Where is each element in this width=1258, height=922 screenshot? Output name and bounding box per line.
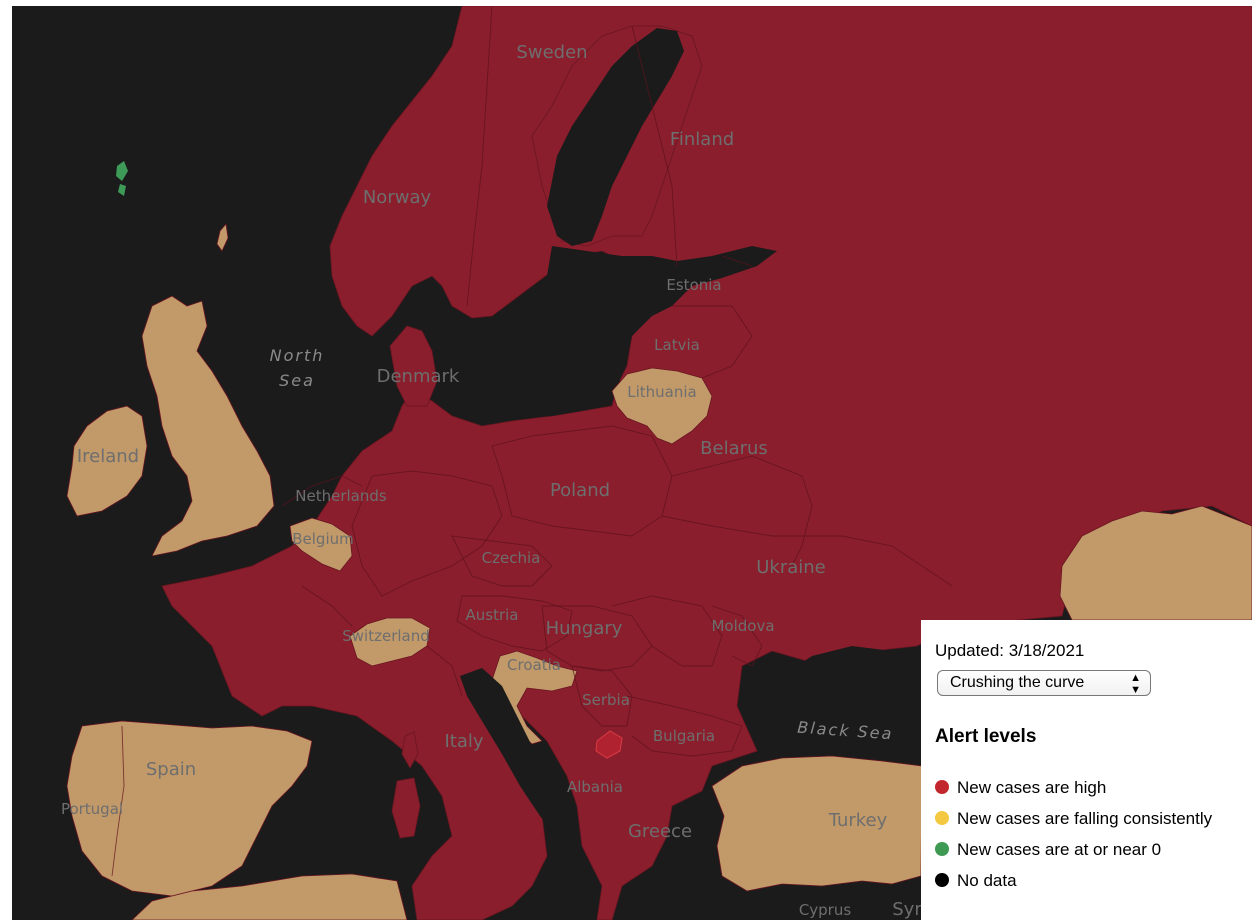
europe-map[interactable]: North Sea Black Sea Sweden Finland Norwa… bbox=[12, 6, 1252, 920]
legend-item-high: New cases are high bbox=[935, 777, 1106, 799]
label-switzerland: Switzerland bbox=[342, 627, 430, 645]
country-borders bbox=[111, 6, 953, 877]
label-estonia: Estonia bbox=[666, 276, 721, 294]
yellow-dot-icon bbox=[935, 811, 949, 825]
legend-title: Alert levels bbox=[935, 726, 1037, 747]
legend-label: New cases are at or near 0 bbox=[957, 840, 1162, 859]
green-dot-icon bbox=[935, 842, 949, 856]
black-dot-icon bbox=[935, 873, 949, 887]
label-moldova: Moldova bbox=[711, 617, 774, 635]
label-latvia: Latvia bbox=[654, 336, 700, 354]
lithuania-region[interactable] bbox=[611, 367, 713, 445]
legend-label: New cases are high bbox=[957, 778, 1107, 797]
shetland-region[interactable] bbox=[216, 223, 229, 252]
label-syria: Syr bbox=[892, 899, 922, 920]
metric-select[interactable]: Crushing the curve ▲ ▼ bbox=[937, 670, 1151, 696]
legend-item-no-data: No data bbox=[935, 870, 1017, 892]
label-netherlands: Netherlands bbox=[295, 487, 387, 505]
gulf-of-bothnia bbox=[547, 28, 684, 246]
label-lithuania: Lithuania bbox=[627, 383, 696, 401]
adriatic-sea bbox=[460, 668, 562, 836]
label-turkey: Turkey bbox=[828, 810, 888, 831]
label-belarus: Belarus bbox=[700, 438, 768, 459]
north-africa-region[interactable] bbox=[131, 873, 408, 920]
red-dot-icon bbox=[935, 780, 949, 794]
north-sea-label-line1: North bbox=[270, 346, 325, 365]
label-serbia: Serbia bbox=[582, 691, 630, 709]
label-croatia: Croatia bbox=[507, 656, 561, 674]
legend-item-near-zero: New cases are at or near 0 bbox=[935, 839, 1161, 861]
label-ireland: Ireland bbox=[77, 446, 139, 467]
label-hungary: Hungary bbox=[546, 618, 623, 639]
black-sea bbox=[754, 646, 921, 754]
label-cyprus: Cyprus bbox=[799, 901, 852, 919]
legend-label: No data bbox=[957, 871, 1017, 890]
belgium-region[interactable] bbox=[289, 517, 353, 572]
denmark-region[interactable] bbox=[389, 325, 438, 407]
label-bulgaria: Bulgaria bbox=[653, 727, 715, 745]
label-finland: Finland bbox=[670, 129, 734, 150]
corsica-region[interactable] bbox=[401, 731, 419, 769]
north-sea-label-line2: Sea bbox=[279, 371, 315, 390]
baltic-sea bbox=[442, 246, 777, 424]
updated-date: Updated: 3/18/2021 bbox=[935, 641, 1085, 660]
label-albania: Albania bbox=[567, 778, 623, 796]
legend-item-falling: New cases are falling consistently bbox=[935, 808, 1212, 830]
turkey-region[interactable] bbox=[711, 755, 923, 892]
label-austria: Austria bbox=[466, 606, 519, 624]
metric-select-value: Crushing the curve bbox=[950, 674, 1085, 691]
label-denmark: Denmark bbox=[377, 366, 460, 387]
label-italy: Italy bbox=[444, 731, 483, 752]
great-britain-region[interactable] bbox=[141, 295, 275, 557]
country-labels: Sweden Finland Norway Estonia Latvia Lit… bbox=[61, 42, 922, 920]
legend-label: New cases are falling consistently bbox=[957, 809, 1213, 828]
label-spain: Spain bbox=[146, 759, 196, 780]
label-ukraine: Ukraine bbox=[756, 557, 826, 578]
select-arrows-icon: ▲ ▼ bbox=[1130, 672, 1141, 696]
label-belgium: Belgium bbox=[292, 530, 354, 548]
label-norway: Norway bbox=[363, 187, 432, 208]
label-portugal: Portugal bbox=[61, 800, 123, 818]
iberia-region[interactable] bbox=[66, 720, 313, 897]
kosovo-region[interactable] bbox=[595, 730, 623, 759]
label-czechia: Czechia bbox=[482, 549, 541, 567]
legend-panel: Updated: 3/18/2021 Crushing the curve ▲ ▼… bbox=[921, 620, 1258, 922]
sardinia-region[interactable] bbox=[391, 777, 421, 839]
label-poland: Poland bbox=[550, 480, 610, 501]
label-greece: Greece bbox=[628, 821, 692, 842]
ireland-region[interactable] bbox=[66, 405, 148, 517]
faroe-islands-region[interactable] bbox=[116, 161, 128, 196]
label-sweden: Sweden bbox=[516, 42, 587, 63]
